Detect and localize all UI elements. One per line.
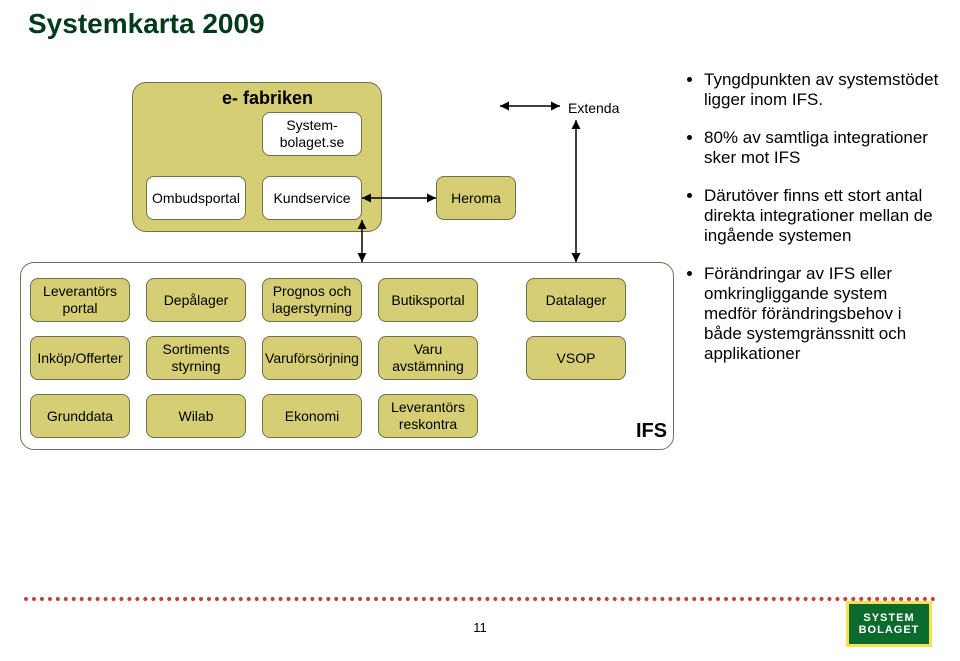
- bullet-item: 80% av samtliga integrationer sker mot I…: [704, 128, 940, 168]
- systembolaget-box: System- bolaget.se: [262, 112, 362, 156]
- extenda-label: Extenda: [568, 100, 619, 116]
- ifs-label: IFS: [636, 420, 667, 443]
- efabriken-label: e- fabriken: [222, 88, 313, 109]
- ombudsportal-box: Ombudsportal: [146, 176, 246, 220]
- vsop-box: VSOP: [526, 336, 626, 380]
- leverantorsportal-box: Leverantörs portal: [30, 278, 130, 322]
- depalager-box: Depålager: [146, 278, 246, 322]
- footer-divider: [24, 597, 936, 601]
- kundservice-box: Kundservice: [262, 176, 362, 220]
- prognos-box: Prognos och lagerstyrning: [262, 278, 362, 322]
- butiksportal-box: Butiksportal: [378, 278, 478, 322]
- bullet-list: Tyngdpunkten av systemstödet ligger inom…: [686, 70, 940, 382]
- bullet-item: Förändringar av IFS eller omkringliggand…: [704, 264, 940, 364]
- ekonomi-box: Ekonomi: [262, 394, 362, 438]
- heroma-box: Heroma: [436, 176, 516, 220]
- varuforsorjning-box: Varuförsörjning: [262, 336, 362, 380]
- grunddata-box: Grunddata: [30, 394, 130, 438]
- levreskontra-box: Leverantörs reskontra: [378, 394, 478, 438]
- systembolaget-logo: SYSTEM BOLAGET: [846, 601, 932, 647]
- wilab-box: Wilab: [146, 394, 246, 438]
- inkopofferter-box: Inköp/Offerter: [30, 336, 130, 380]
- bullet-item: Tyngdpunkten av systemstödet ligger inom…: [704, 70, 940, 110]
- varuavstamning-box: Varu avstämning: [378, 336, 478, 380]
- bullet-item: Därutöver finns ett stort antal direkta …: [704, 186, 940, 246]
- page-number: 11: [0, 620, 960, 635]
- sortiment-box: Sortiments styrning: [146, 336, 246, 380]
- logo-line1: SYSTEM: [863, 612, 914, 624]
- datalager-box: Datalager: [526, 278, 626, 322]
- logo-line2: BOLAGET: [859, 624, 920, 636]
